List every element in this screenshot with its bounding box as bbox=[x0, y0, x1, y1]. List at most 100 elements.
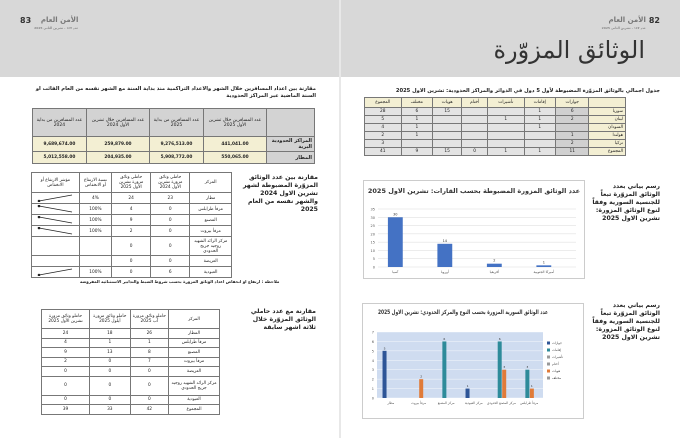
table-cell: 441,041.00 bbox=[202, 136, 268, 152]
table-cell bbox=[461, 123, 489, 132]
row-label: العبودية bbox=[168, 394, 220, 405]
column-header: حاملي وثائق مزورة تشرين الأول 2024 bbox=[150, 172, 191, 193]
table-cell: 2 bbox=[554, 139, 590, 148]
table-cell: 0 bbox=[129, 366, 170, 377]
row-label: العريضة bbox=[189, 255, 232, 267]
y-tick-label: 30 bbox=[371, 216, 375, 220]
data-label: 6 bbox=[443, 337, 445, 341]
table-row: تركيا 2 3 bbox=[364, 139, 626, 148]
issue-info: عدد ١٤٧ - تشرين الثاني 2025 bbox=[601, 26, 646, 30]
column-header: عدد المسافرين خلال تشرين الأول 2025 bbox=[202, 108, 268, 137]
y-tick-label: 25 bbox=[371, 224, 375, 228]
row-label: مركز الرائد الشهيد روجيه جريج الحدودي bbox=[168, 375, 220, 396]
table-row: العبودية 0 0 0 bbox=[40, 394, 220, 405]
table-cell: 1 bbox=[129, 337, 170, 348]
legend-swatch bbox=[547, 355, 550, 359]
data-label: 5 bbox=[384, 346, 386, 350]
row-label: مطار bbox=[189, 192, 232, 204]
row-label: لبنان bbox=[588, 115, 626, 124]
legend-entry: إقامات bbox=[552, 348, 561, 353]
travellers-table: عدد المسافرين خلال تشرين الأول 2025 عدد ا… bbox=[32, 108, 315, 164]
table-cell: 9 bbox=[400, 147, 434, 156]
table-cell bbox=[461, 115, 489, 124]
x-tick-label: أفريقيا bbox=[490, 269, 499, 274]
page-number-left: 83 الأمن العام عدد ١٤٧ - تشرين الثاني 202… bbox=[20, 16, 78, 32]
column-header: عدد المسافرين من بداية 2025 bbox=[149, 108, 204, 137]
table-row: مرفأ طرابلس 1 1 4 bbox=[40, 337, 220, 348]
table-cell: 5,012,558.00 bbox=[32, 151, 87, 164]
column-header: جوازات bbox=[554, 97, 590, 108]
compare-year-note: ملاحظة : ارتفاع او انخفاض اعداد الوثائق … bbox=[80, 279, 280, 284]
table-cell: 6 bbox=[554, 107, 590, 116]
row-label: المطار bbox=[266, 151, 315, 164]
row-label: المصنع bbox=[189, 214, 232, 226]
column-header: عدد المسافرين من بداية 2024 bbox=[32, 108, 87, 137]
table-row: العريضة 0 0 bbox=[31, 255, 232, 267]
table-cell: 5,908,772.00 bbox=[149, 151, 204, 164]
compare-months-caption: مقارنة مع عدد حاملي الوثائق المزوّرة خلا… bbox=[250, 308, 316, 331]
table-cell bbox=[487, 107, 525, 116]
bar-هويات bbox=[529, 388, 534, 398]
table-cell bbox=[461, 131, 489, 140]
y-tick-label: 5 bbox=[373, 257, 375, 261]
table-cell: 28 bbox=[364, 107, 402, 116]
bar-هويات bbox=[419, 379, 424, 398]
continent-chart: عدد الوثائق المزورة المضبوطة بحسب القارا… bbox=[363, 180, 585, 279]
table-cell: 4% bbox=[78, 192, 113, 204]
table-row: هولندا 1 1 2 bbox=[364, 131, 626, 140]
table-row: مرفأ بيروت 7 0 2 bbox=[40, 356, 220, 367]
table-cell: 0 bbox=[89, 366, 131, 377]
legend-entry: هويات bbox=[552, 369, 561, 373]
table-cell bbox=[487, 123, 525, 132]
table-cell: 100% bbox=[78, 203, 113, 215]
compare-year-table: المركز حاملي وثائق مزورة تشرين الأول 2024… bbox=[31, 172, 232, 278]
legend-swatch bbox=[547, 362, 550, 366]
y-tick-label: 1 bbox=[372, 387, 374, 391]
table-cell bbox=[487, 139, 525, 148]
trend-indicator bbox=[31, 214, 80, 226]
table-cell: 7 bbox=[129, 356, 170, 367]
table-cell: 1 bbox=[400, 131, 434, 140]
compare-year-caption: مقارنة بين عدد الوثائق المزوّرة المضبوطة… bbox=[242, 174, 318, 213]
table-cell bbox=[432, 123, 463, 132]
bar bbox=[437, 243, 453, 267]
legend-swatch bbox=[547, 348, 550, 352]
y-tick-label: 0 bbox=[373, 266, 375, 270]
totals-caption: جدول اجمالي بالوثائق المزوّرة المضبوطة ل… bbox=[395, 88, 660, 94]
column-header: إقامات bbox=[523, 97, 556, 108]
bar-هويات bbox=[502, 369, 507, 398]
column-header: مؤشر الارتفاع أو الانخفاض bbox=[31, 172, 80, 193]
column-header: مختلف bbox=[400, 97, 434, 108]
x-tick-label: مرفأ بيروت bbox=[411, 400, 426, 405]
row-label: هولندا bbox=[588, 131, 626, 140]
table-row: السودان 1 1 4 bbox=[364, 123, 626, 132]
bar-إقامات bbox=[525, 369, 530, 398]
data-label: 1 bbox=[467, 384, 469, 388]
table-cell: 0 bbox=[89, 375, 131, 396]
column-header: أختام bbox=[461, 97, 489, 108]
page-gutter bbox=[339, 0, 341, 438]
travellers-caption: مقارنة بين اعداد المسافرين خلال الشهر وا… bbox=[35, 86, 316, 99]
table-cell: 41 bbox=[364, 147, 402, 156]
syrian-docs-chart: عدد الوثائق السورية المزورة بحسب النوع و… bbox=[362, 303, 584, 419]
table-row: المجموع 42 33 39 bbox=[40, 404, 220, 415]
table-cell: 550,065.00 bbox=[202, 151, 268, 164]
trend-indicator bbox=[31, 266, 80, 278]
table-cell: 13 bbox=[89, 347, 131, 358]
bar bbox=[486, 263, 502, 267]
chart2-caption: رسم بياني بعدد الوثائق المزوّرة تبعاً لل… bbox=[592, 302, 660, 341]
data-label: 2 bbox=[420, 375, 422, 379]
column-header bbox=[588, 97, 626, 108]
table-cell: 100% bbox=[78, 225, 113, 237]
row-label: المجموع bbox=[168, 404, 220, 415]
data-label: 30 bbox=[393, 212, 397, 216]
table-row: المطار 550,065.00 5,908,772.00 204,935.00 5,… bbox=[32, 151, 315, 164]
x-tick-label: أميركا الجنوبية bbox=[533, 269, 554, 274]
x-tick-label: مطار bbox=[386, 401, 394, 405]
table-cell: 1 bbox=[400, 115, 434, 124]
column-header: تأشيرات bbox=[487, 97, 525, 108]
y-tick-label: 3 bbox=[372, 368, 374, 372]
table-cell: 2 bbox=[111, 225, 152, 237]
data-label: 14 bbox=[443, 239, 448, 243]
row-label: المجموع bbox=[588, 147, 626, 156]
